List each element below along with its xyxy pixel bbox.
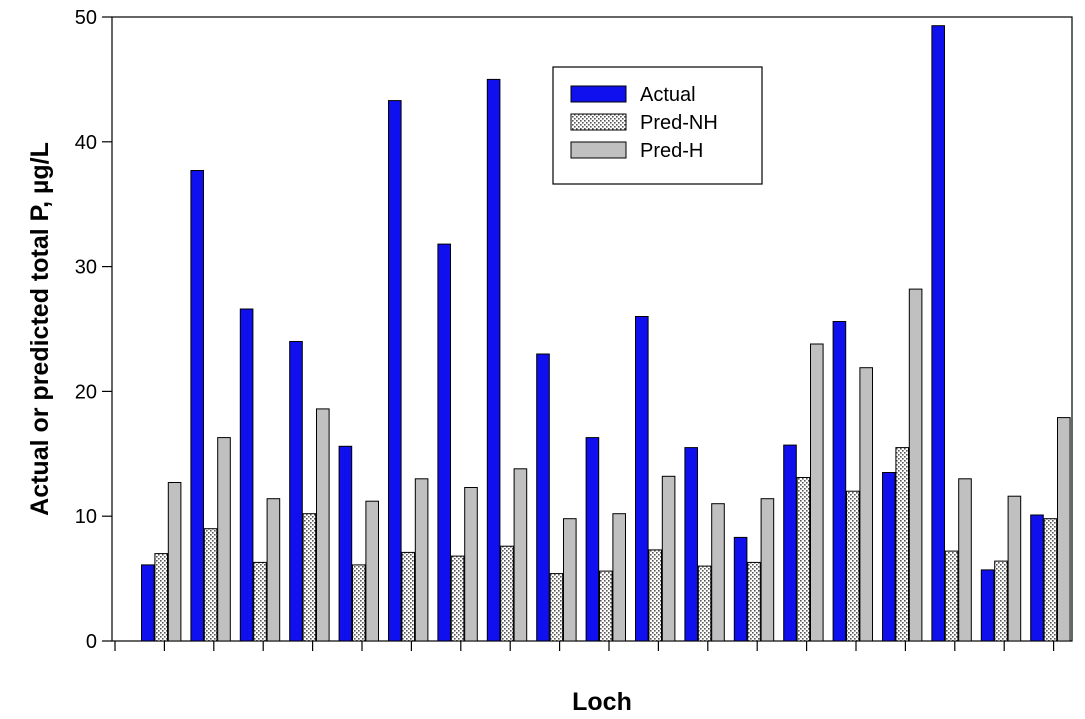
bar-pred-nh <box>599 570 613 642</box>
bar-actual <box>832 321 847 642</box>
bar-pred-nh <box>747 561 761 642</box>
bar-pred-nh <box>450 555 465 642</box>
bar-pred-nh <box>203 528 218 642</box>
bar-pred-h <box>513 468 528 642</box>
bar-pred-nh <box>302 513 317 642</box>
bar-pred-h <box>760 498 775 642</box>
bar-pred-h <box>266 498 281 642</box>
legend-swatch <box>570 141 627 159</box>
y-tick-label: 10 <box>75 506 97 528</box>
bar-actual <box>190 170 204 642</box>
bar-pred-h <box>711 503 725 642</box>
legend-swatch <box>570 85 627 103</box>
y-tick-label: 50 <box>75 7 97 29</box>
bar-pred-h <box>1007 495 1022 642</box>
bars-layer <box>141 25 1071 642</box>
bar-pred-h <box>661 475 676 642</box>
bar-actual <box>239 308 254 642</box>
bar-actual <box>388 100 402 642</box>
bar-actual <box>733 536 748 642</box>
bar-actual <box>585 437 600 642</box>
x-axis <box>114 641 1055 651</box>
bar-pred-h <box>958 478 972 642</box>
bar-pred-nh <box>253 561 267 642</box>
bar-pred-h <box>365 500 379 642</box>
bar-pred-nh <box>697 565 712 642</box>
y-tick-label: 40 <box>75 132 97 154</box>
y-tick-label: 30 <box>75 257 97 279</box>
bar-pred-nh <box>796 477 811 642</box>
bar-pred-nh <box>895 447 910 642</box>
bar-pred-h <box>167 482 182 642</box>
bar-actual <box>338 445 353 642</box>
bar-actual <box>289 341 303 642</box>
legend-label: Actual <box>640 84 696 106</box>
bar-actual <box>141 564 155 642</box>
bar-pred-h <box>464 487 478 642</box>
bar-pred-h <box>859 367 874 642</box>
bar-pred-nh <box>500 545 514 642</box>
legend-label: Pred-H <box>640 140 703 162</box>
bar-pred-nh <box>549 573 564 642</box>
bar-actual <box>980 569 995 642</box>
bar-pred-nh <box>648 549 663 642</box>
bar-actual <box>783 444 797 642</box>
y-tick-label: 20 <box>75 381 97 403</box>
bar-pred-nh <box>352 564 366 642</box>
y-axis-title: Actual or predicted total P, µg/L <box>26 142 54 516</box>
bar-actual <box>536 353 550 642</box>
bar-actual <box>684 447 699 642</box>
bar-actual <box>931 25 946 642</box>
bar-pred-h <box>908 288 923 642</box>
y-tick-label: 0 <box>86 631 97 653</box>
bar-pred-nh <box>401 551 415 642</box>
bar-pred-h <box>414 478 429 642</box>
bar-actual <box>882 472 896 642</box>
bar-actual <box>635 316 649 642</box>
legend: Actual Pred-NH Pred-H <box>552 66 763 185</box>
legend-label: Pred-NH <box>640 112 718 134</box>
y-axis: 0 10 20 30 40 50 <box>75 7 112 653</box>
bar-actual <box>486 78 501 642</box>
bar-pred-h <box>217 437 231 642</box>
bar-pred-h <box>810 343 824 642</box>
bar-pred-nh <box>154 553 168 642</box>
bar-pred-nh <box>994 560 1008 642</box>
x-axis-title: Loch <box>572 688 632 716</box>
bar-pred-h <box>1057 417 1071 642</box>
bar-pred-nh <box>944 550 959 642</box>
legend-swatch <box>570 113 627 131</box>
bar-actual <box>437 243 451 642</box>
bar-pred-nh <box>846 490 860 642</box>
bar-actual <box>1030 514 1044 642</box>
bar-pred-nh <box>1043 518 1058 642</box>
bar-pred-h <box>316 408 330 642</box>
bar-pred-h <box>563 518 577 642</box>
bar-pred-h <box>612 513 627 642</box>
